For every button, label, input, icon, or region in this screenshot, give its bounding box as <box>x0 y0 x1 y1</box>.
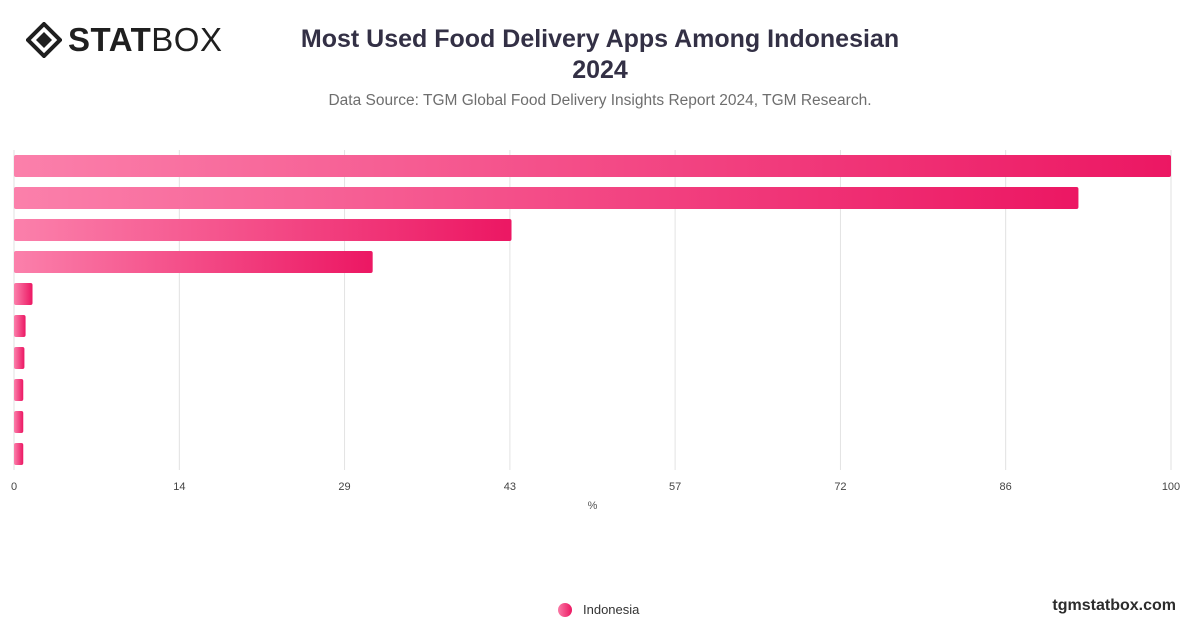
x-tick-label: 43 <box>504 481 516 493</box>
x-tick-label: 100 <box>1162 481 1180 493</box>
chart-title: Most Used Food Delivery Apps Among Indon… <box>300 24 900 86</box>
legend-marker-icon <box>558 602 572 617</box>
chart-title-line1: Most Used Food Delivery Apps Among Indon… <box>300 25 900 53</box>
x-tick-label: 57 <box>669 481 681 493</box>
x-axis-title: % <box>588 500 598 512</box>
watermark: tgmstatbox.com <box>1052 597 1176 614</box>
statbox-logo[interactable]: STATBOX <box>26 22 222 58</box>
chart-subtitle: Data Source: TGM Global Food Delivery In… <box>328 92 872 109</box>
bar[interactable] <box>14 187 1079 209</box>
x-axis-ticks: 0 14 29 43 57 72 86 100 <box>11 481 1180 493</box>
bar[interactable] <box>14 155 1171 177</box>
x-tick-label: 86 <box>1000 481 1012 493</box>
bars <box>14 155 1171 465</box>
chart-title-line2: 2024 <box>572 56 628 84</box>
bar[interactable] <box>14 411 24 433</box>
bar[interactable] <box>14 315 26 337</box>
x-tick-label: 14 <box>173 481 185 493</box>
bar[interactable] <box>14 379 24 401</box>
x-tick-label: 0 <box>11 481 17 493</box>
bar[interactable] <box>14 219 512 241</box>
x-tick-label: 72 <box>834 481 846 493</box>
legend[interactable]: Indonesia <box>558 602 639 617</box>
bar[interactable] <box>14 443 24 465</box>
x-tick-label: 29 <box>338 481 350 493</box>
logo-text-bold: STAT <box>68 21 152 58</box>
bar[interactable] <box>14 283 33 305</box>
logo-text: STATBOX <box>68 22 222 58</box>
bar[interactable] <box>14 347 25 369</box>
logo-text-light: BOX <box>151 21 223 58</box>
diamond-logo-icon <box>26 22 62 58</box>
legend-label: Indonesia <box>583 602 640 617</box>
bar[interactable] <box>14 251 373 273</box>
